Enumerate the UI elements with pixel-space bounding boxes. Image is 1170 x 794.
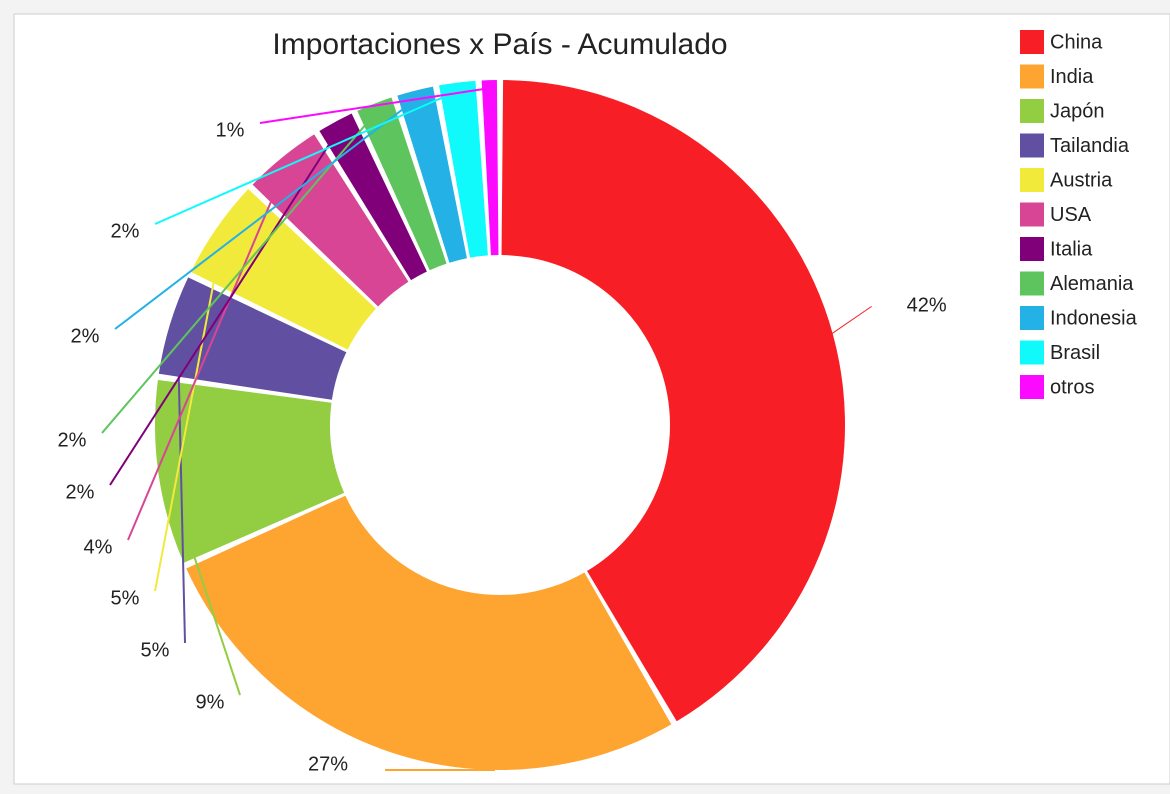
legend-label: Italia <box>1050 238 1093 260</box>
data-label: 5% <box>141 639 170 661</box>
slice <box>439 80 488 258</box>
slice <box>186 495 672 770</box>
legend-label: India <box>1050 66 1094 88</box>
legend-label: USA <box>1050 204 1092 226</box>
slice <box>155 379 345 563</box>
data-label: 9% <box>196 691 225 713</box>
slice <box>501 80 845 722</box>
data-label: 27% <box>308 753 348 775</box>
data-label: 5% <box>111 587 140 609</box>
legend-label: Indonesia <box>1050 307 1138 329</box>
legend-label: Austria <box>1050 169 1113 191</box>
legend-swatch <box>1020 271 1044 296</box>
leader-line <box>154 232 225 592</box>
slice <box>319 113 427 281</box>
legend-swatch <box>1020 133 1044 158</box>
chart-title: Importaciones x País - Acumulado <box>272 28 727 61</box>
legend-swatch <box>1020 168 1044 192</box>
leader-line <box>259 87 490 124</box>
leader-line <box>827 305 872 337</box>
slice <box>158 277 347 400</box>
data-label: 2% <box>111 220 140 242</box>
leader-line <box>114 97 418 330</box>
leader-line <box>127 163 288 541</box>
legend-label: Tailandia <box>1050 135 1130 157</box>
data-label: 2% <box>66 481 95 503</box>
legend-swatch <box>1020 375 1044 399</box>
legend-swatch <box>1020 306 1044 330</box>
data-label: 1% <box>216 119 245 141</box>
legend-label: China <box>1050 31 1103 53</box>
legend-swatch <box>1020 99 1044 123</box>
data-label: 42% <box>907 295 947 317</box>
slice <box>397 86 467 263</box>
legend-label: Brasil <box>1050 342 1100 364</box>
legend-swatch <box>1020 30 1044 54</box>
leader-line <box>154 89 459 225</box>
data-label: 4% <box>84 536 113 558</box>
slice <box>357 97 447 271</box>
legend-label: Japón <box>1050 100 1105 122</box>
legend-label: Alemania <box>1050 273 1134 295</box>
slice <box>252 134 409 307</box>
legend-swatch <box>1020 237 1044 261</box>
legend-swatch <box>1020 202 1044 227</box>
legend-swatch <box>1020 340 1044 365</box>
data-label: 2% <box>58 429 87 451</box>
slice <box>190 189 376 350</box>
legend-label: otros <box>1050 376 1094 398</box>
legend-swatch <box>1020 64 1044 89</box>
slice <box>481 80 499 256</box>
leader-line <box>165 471 241 696</box>
data-label: 2% <box>71 325 100 347</box>
